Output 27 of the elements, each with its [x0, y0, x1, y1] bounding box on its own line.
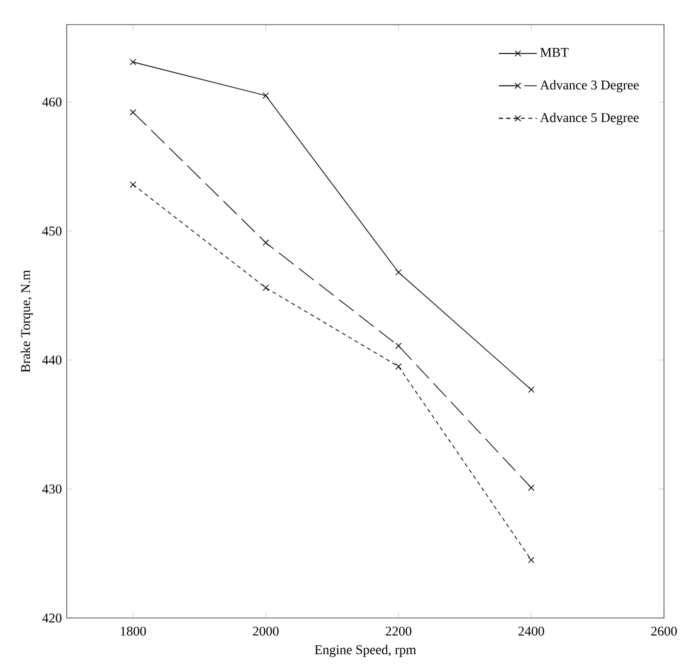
- x-tick-label: 2400: [518, 626, 544, 636]
- x-tick-label: 2600: [651, 626, 677, 636]
- legend-label: MBT: [540, 48, 569, 57]
- y-tick-label: 460: [42, 98, 62, 107]
- y-tick-label: 420: [42, 613, 62, 622]
- point: [395, 342, 402, 350]
- x-tick-label: 1800: [120, 626, 146, 636]
- x-axis-title: Engine Speed, rpm: [314, 644, 416, 657]
- y-tick-label: 430: [42, 484, 62, 494]
- legend-label: Advance 3 Degree: [540, 80, 639, 92]
- y-axis-title: Brake Torque, N.m: [20, 270, 33, 372]
- y-tick-label: 450: [42, 226, 62, 236]
- point: [130, 109, 136, 116]
- point: [395, 269, 402, 276]
- point: [528, 556, 534, 564]
- point: [528, 386, 534, 393]
- point: [262, 284, 270, 292]
- point: [130, 181, 136, 188]
- legend-label: Advance 5 Degree: [540, 112, 639, 125]
- point: [130, 58, 136, 66]
- point: [262, 92, 270, 99]
- point: [528, 484, 534, 491]
- x-tick-label: 2200: [386, 626, 412, 636]
- point: [395, 363, 402, 370]
- y-tick-label: 440: [42, 356, 62, 365]
- point: [262, 239, 270, 246]
- x-tick-label: 2000: [253, 626, 279, 636]
